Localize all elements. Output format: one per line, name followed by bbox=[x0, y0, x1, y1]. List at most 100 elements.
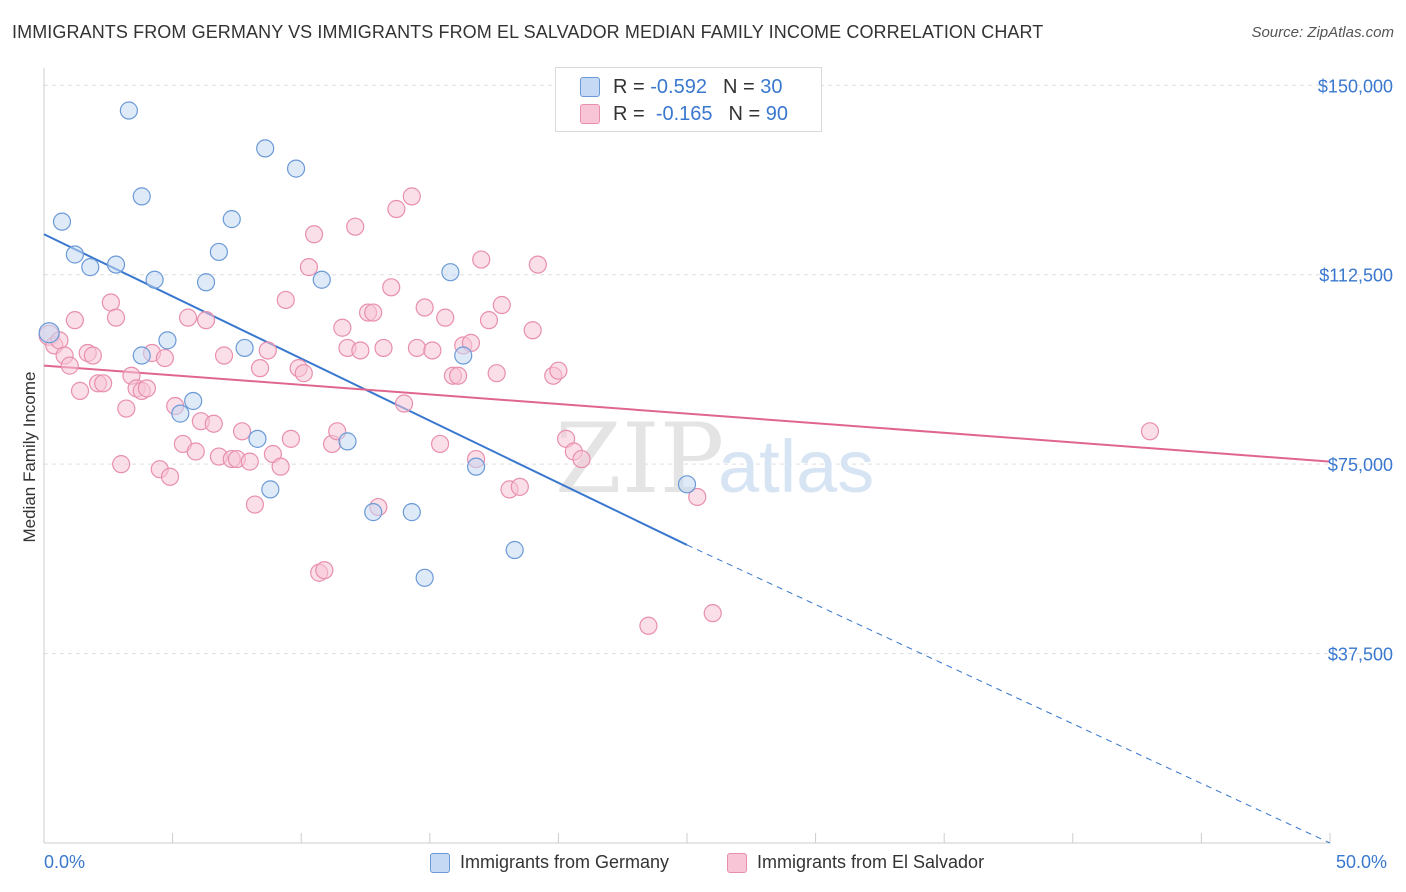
bottom-legend-label-el-salvador: Immigrants from El Salvador bbox=[757, 852, 985, 872]
legend-n-value-germany: 30 bbox=[760, 75, 783, 98]
trend-line-extension-blue bbox=[686, 544, 1331, 844]
point-blue bbox=[338, 432, 357, 451]
point-blue bbox=[196, 273, 216, 292]
y-tick-labels: $37,500 $75,000 $112,500 $150,000 bbox=[1318, 76, 1393, 664]
point-pink bbox=[402, 187, 421, 206]
bottom-legend-el-salvador: Immigrants from El Salvador bbox=[727, 852, 984, 873]
point-pink bbox=[436, 308, 455, 327]
point-pink bbox=[94, 374, 113, 393]
point-pink bbox=[394, 394, 414, 413]
point-pink bbox=[204, 414, 223, 433]
chart-title: IMMIGRANTS FROM GERMANY VS IMMIGRANTS FR… bbox=[12, 22, 1044, 42]
point-pink bbox=[232, 422, 252, 441]
point-pink bbox=[276, 290, 295, 310]
bottom-legend-swatch-blue bbox=[430, 852, 450, 873]
y-tick-label: $150,000 bbox=[1318, 76, 1393, 96]
point-blue bbox=[402, 503, 421, 522]
point-pink bbox=[117, 399, 136, 418]
point-blue bbox=[677, 475, 697, 494]
point-pink bbox=[83, 346, 102, 365]
point-pink bbox=[487, 364, 506, 383]
legend-n-value-el-salvador: 90 bbox=[765, 102, 789, 125]
point-pink bbox=[106, 308, 126, 327]
point-pink bbox=[688, 487, 707, 507]
legend-r-value-germany: -0.592 bbox=[650, 75, 707, 98]
point-pink bbox=[245, 495, 265, 514]
point-pink bbox=[430, 434, 450, 454]
legend-swatch-blue bbox=[580, 77, 600, 97]
x-tick-label-max: 50.0% bbox=[1336, 852, 1388, 872]
point-blue bbox=[132, 346, 151, 365]
point-pink bbox=[304, 225, 324, 244]
point-blue bbox=[81, 258, 100, 277]
point-pink bbox=[703, 604, 722, 623]
y-tick-label: $37,500 bbox=[1328, 645, 1393, 665]
legend-r-label: R = bbox=[613, 75, 645, 98]
point-pink bbox=[364, 303, 383, 322]
point-pink bbox=[214, 346, 234, 365]
point-blue bbox=[441, 263, 460, 282]
point-blue bbox=[261, 480, 280, 499]
point-pink bbox=[315, 561, 334, 580]
point-pink bbox=[112, 455, 131, 474]
point-blue bbox=[222, 210, 241, 229]
legend-n-label: N = bbox=[728, 102, 761, 125]
point-pink bbox=[346, 217, 365, 236]
point-pink bbox=[523, 321, 542, 340]
y-tick-label: $75,000 bbox=[1328, 455, 1393, 475]
point-blue bbox=[248, 429, 267, 448]
point-blue bbox=[286, 159, 306, 178]
point-blue bbox=[312, 270, 331, 289]
trend-lines bbox=[43, 233, 1331, 844]
point-pink bbox=[299, 258, 319, 277]
point-pink bbox=[101, 293, 120, 312]
point-pink bbox=[448, 366, 468, 385]
point-pink bbox=[155, 348, 174, 368]
point-pink bbox=[423, 341, 442, 360]
point-pink bbox=[351, 341, 370, 360]
point-pink bbox=[415, 298, 434, 317]
point-pink bbox=[186, 442, 205, 461]
point-pink bbox=[639, 616, 658, 635]
bottom-legend-germany: Immigrants from Germany bbox=[430, 852, 669, 873]
point-pink bbox=[65, 311, 84, 330]
gridlines bbox=[44, 84, 1395, 655]
data-points bbox=[38, 101, 1160, 635]
trend-line-pink bbox=[43, 364, 1331, 463]
point-pink bbox=[333, 318, 352, 337]
point-pink bbox=[382, 278, 401, 297]
point-blue bbox=[145, 270, 164, 289]
point-pink bbox=[178, 308, 198, 327]
point-pink bbox=[240, 452, 259, 471]
point-blue bbox=[235, 338, 254, 358]
point-blue bbox=[171, 404, 190, 423]
point-pink bbox=[572, 449, 591, 469]
point-pink bbox=[70, 381, 90, 400]
point-pink bbox=[250, 359, 270, 378]
point-blue bbox=[158, 331, 177, 350]
point-pink bbox=[281, 429, 301, 448]
point-blue bbox=[38, 322, 60, 344]
watermark-atlas: atlas bbox=[718, 425, 874, 508]
point-pink bbox=[258, 341, 277, 360]
x-tick-label-min: 0.0% bbox=[44, 852, 86, 872]
point-pink bbox=[472, 250, 491, 269]
point-blue bbox=[52, 212, 72, 231]
point-blue bbox=[505, 540, 524, 560]
point-blue bbox=[106, 255, 126, 274]
legend-row-el-salvador: R = -0.165 N = 90 bbox=[580, 101, 788, 127]
point-pink bbox=[510, 477, 529, 496]
point-blue bbox=[119, 101, 138, 120]
point-blue bbox=[466, 457, 486, 476]
point-pink bbox=[160, 467, 180, 486]
watermark: ZIP atlas bbox=[555, 403, 874, 515]
point-pink bbox=[387, 199, 406, 219]
point-pink bbox=[374, 338, 393, 358]
point-blue bbox=[415, 568, 434, 587]
legend-r-value-el-salvador: -0.165 bbox=[655, 102, 713, 125]
point-blue bbox=[364, 503, 383, 522]
point-pink bbox=[137, 379, 156, 398]
point-pink bbox=[528, 255, 547, 274]
legend-n-label: N = bbox=[722, 75, 755, 98]
